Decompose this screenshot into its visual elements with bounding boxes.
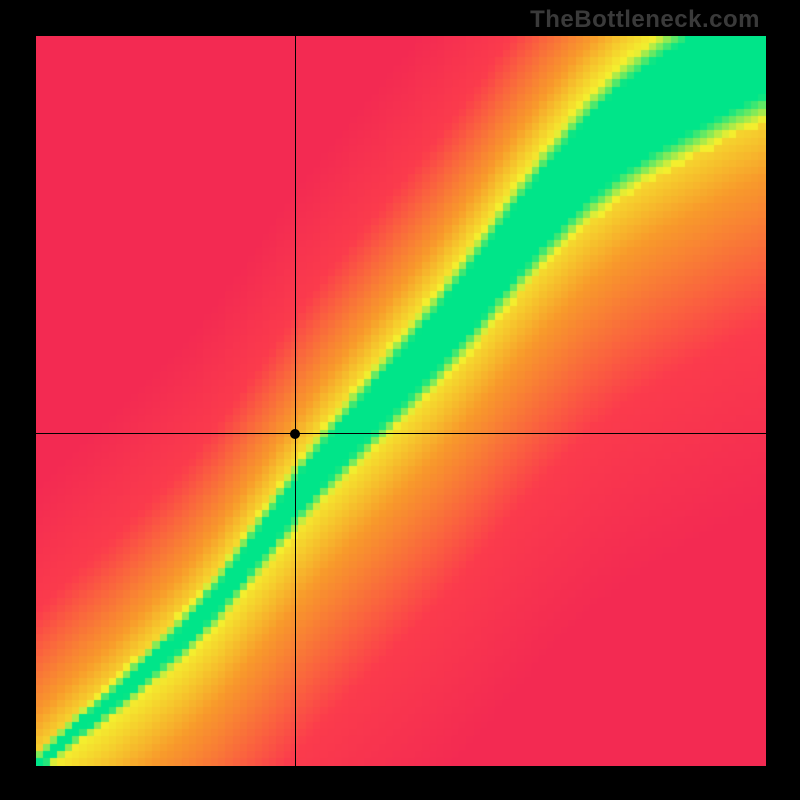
data-point-marker [290,429,300,439]
crosshair-vertical [295,36,296,766]
watermark-text: TheBottleneck.com [530,6,760,34]
bottleneck-heatmap [36,36,766,766]
crosshair-horizontal [36,433,766,434]
